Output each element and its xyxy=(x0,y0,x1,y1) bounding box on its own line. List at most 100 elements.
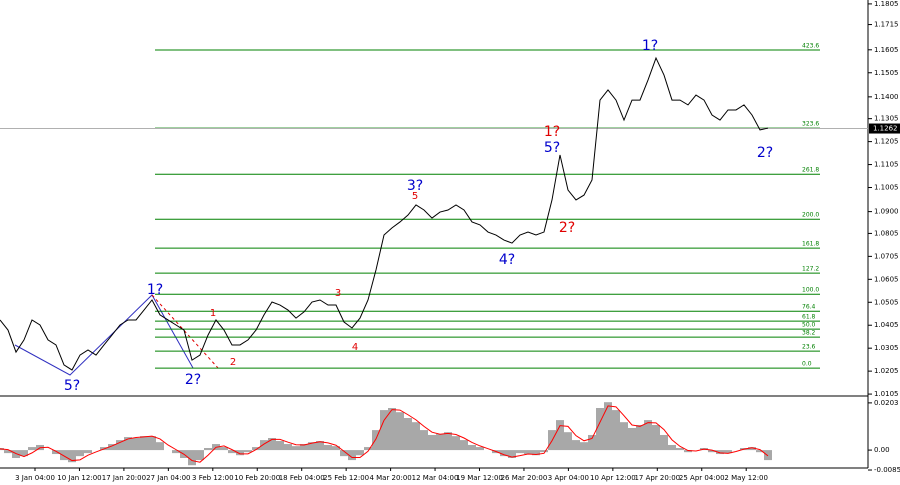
osc-bar xyxy=(124,437,132,451)
osc-bar xyxy=(636,424,644,451)
fib-label: 200.0 xyxy=(802,212,819,219)
osc-bar xyxy=(292,446,300,451)
osc-bar xyxy=(68,450,76,463)
wave-line xyxy=(14,294,194,376)
y-tick-label: 1.1105 xyxy=(874,161,899,169)
x-tick-label: 26 Mar 20:00 xyxy=(501,474,548,482)
osc-bar xyxy=(236,450,244,456)
osc-bar xyxy=(76,450,84,457)
y-tick-label: 1.1505 xyxy=(874,69,899,77)
osc-bar xyxy=(396,412,404,451)
osc-bar xyxy=(748,447,756,451)
y-tick-label: 1.0605 xyxy=(874,275,899,283)
osc-bar xyxy=(52,450,60,455)
osc-bar xyxy=(580,442,588,451)
x-tick-label: 17 Apr 20:00 xyxy=(634,474,680,482)
osc-bar xyxy=(4,450,12,454)
fib-label: 161.8 xyxy=(802,241,819,248)
price-line xyxy=(0,56,769,371)
wave-label: 1 xyxy=(210,308,216,319)
x-tick-label: 17 Jan 20:00 xyxy=(102,474,146,482)
wave-label: 3 xyxy=(335,288,341,299)
osc-bar xyxy=(276,441,284,451)
wave-label: 1? xyxy=(147,282,163,298)
osc-bar xyxy=(388,408,396,451)
osc-bar xyxy=(284,444,292,451)
y-tick-label: 1.0805 xyxy=(874,229,899,237)
x-tick-label: 10 Apr 12:00 xyxy=(590,474,636,482)
osc-bar xyxy=(404,418,412,451)
osc-bar xyxy=(188,450,196,466)
osc-bar xyxy=(564,432,572,451)
osc-bar xyxy=(620,422,628,451)
fib-label: 261.8 xyxy=(802,167,819,174)
y-tick-label: 1.0900 xyxy=(874,208,899,216)
osc-bar xyxy=(340,450,348,457)
osc-bar xyxy=(428,434,436,451)
osc-bar xyxy=(28,447,36,451)
wave-label: 5 xyxy=(412,191,418,202)
osc-tick-label: 0.00 xyxy=(874,446,890,454)
osc-bar xyxy=(668,444,676,451)
osc-bar xyxy=(436,434,444,451)
osc-bar xyxy=(708,450,716,453)
osc-bar xyxy=(572,440,580,451)
osc-bar xyxy=(348,450,356,461)
osc-bar xyxy=(300,444,308,451)
x-tick-label: 3 Jan 04:00 xyxy=(15,474,55,482)
osc-bar xyxy=(764,450,772,461)
y-tick-label: 1.1715 xyxy=(874,21,899,29)
x-tick-label: 10 Feb 20:00 xyxy=(234,474,280,482)
current-price-label: 1.1262 xyxy=(873,125,898,133)
wave-label: 2? xyxy=(757,145,773,161)
fib-label: 127.2 xyxy=(802,266,819,273)
osc-bar xyxy=(660,434,668,451)
osc-bar xyxy=(324,444,332,451)
wave-label: 5? xyxy=(544,140,560,156)
fib-label: 100.0 xyxy=(802,287,819,294)
x-tick-label: 19 Mar 12:00 xyxy=(456,474,503,482)
osc-bar xyxy=(260,440,268,451)
osc-bar xyxy=(508,450,516,458)
y-tick-label: 1.0205 xyxy=(874,367,899,375)
y-tick-label: 1.1605 xyxy=(874,46,899,54)
osc-bar xyxy=(332,446,340,451)
osc-bar xyxy=(372,430,380,451)
osc-bar xyxy=(596,408,604,451)
current-price-box xyxy=(869,123,900,134)
osc-bar xyxy=(516,450,524,454)
osc-bar xyxy=(556,420,564,451)
osc-bar xyxy=(652,424,660,451)
x-tick-label: 2 May 12:00 xyxy=(724,474,768,482)
osc-bar xyxy=(172,450,180,454)
osc-bar xyxy=(628,428,636,451)
osc-bar xyxy=(420,430,428,451)
x-tick-label: 10 Jan 12:00 xyxy=(57,474,101,482)
wave-label: 1? xyxy=(544,124,560,140)
fib-label: 423.6 xyxy=(802,43,819,50)
osc-bar xyxy=(156,442,164,451)
osc-bar xyxy=(60,450,68,461)
fib-label: 50.0 xyxy=(802,322,816,329)
osc-bar xyxy=(244,450,252,453)
osc-bar xyxy=(220,447,228,451)
osc-bar xyxy=(380,410,388,451)
osc-bar xyxy=(644,420,652,451)
x-tick-label: 3 Feb 12:00 xyxy=(192,474,233,482)
osc-bar xyxy=(204,448,212,451)
y-tick-label: 1.1205 xyxy=(874,138,899,146)
osc-bar xyxy=(140,436,148,451)
osc-tick-label: 0.0203 xyxy=(874,399,899,407)
x-tick-label: 27 Jan 04:00 xyxy=(146,474,190,482)
fib-label: 61.8 xyxy=(802,314,816,321)
osc-bar xyxy=(20,450,28,457)
osc-bar xyxy=(588,434,596,451)
osc-bar xyxy=(268,438,276,451)
osc-bar xyxy=(676,448,684,451)
x-tick-label: 4 Mar 20:00 xyxy=(369,474,411,482)
fib-label: 0.0 xyxy=(802,361,812,368)
y-tick-label: 1.0105 xyxy=(874,390,899,398)
wave-label: 4 xyxy=(352,342,358,353)
